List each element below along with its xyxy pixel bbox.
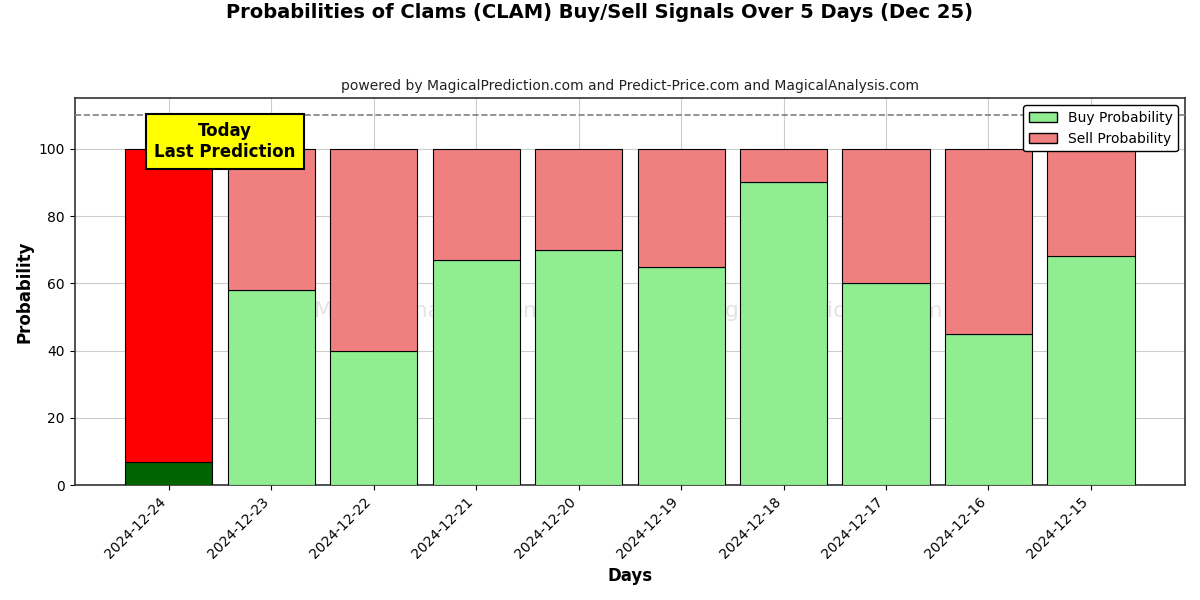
Bar bbox=[637, 149, 725, 266]
Legend: Buy Probability, Sell Probability: Buy Probability, Sell Probability bbox=[1024, 105, 1178, 151]
Bar bbox=[228, 290, 314, 485]
Bar bbox=[535, 149, 622, 250]
Bar bbox=[535, 250, 622, 485]
Bar bbox=[1048, 149, 1134, 256]
Text: MagicalAnalysis.com: MagicalAnalysis.com bbox=[314, 301, 546, 321]
Bar bbox=[1048, 256, 1134, 485]
Bar bbox=[740, 182, 827, 485]
Bar bbox=[330, 149, 418, 350]
Bar bbox=[944, 149, 1032, 334]
Title: powered by MagicalPrediction.com and Predict-Price.com and MagicalAnalysis.com: powered by MagicalPrediction.com and Pre… bbox=[341, 79, 919, 93]
Bar bbox=[330, 350, 418, 485]
Bar bbox=[740, 149, 827, 182]
Bar bbox=[228, 149, 314, 290]
Text: MagicalPrediction.com: MagicalPrediction.com bbox=[694, 301, 944, 321]
Bar bbox=[842, 283, 930, 485]
Bar bbox=[944, 334, 1032, 485]
Bar bbox=[432, 260, 520, 485]
Text: Today
Last Prediction: Today Last Prediction bbox=[155, 122, 295, 161]
Y-axis label: Probability: Probability bbox=[16, 241, 34, 343]
Bar bbox=[432, 149, 520, 260]
Bar bbox=[637, 266, 725, 485]
X-axis label: Days: Days bbox=[607, 567, 653, 585]
Bar bbox=[842, 149, 930, 283]
Bar bbox=[125, 461, 212, 485]
Text: Probabilities of Clams (CLAM) Buy/Sell Signals Over 5 Days (Dec 25): Probabilities of Clams (CLAM) Buy/Sell S… bbox=[227, 3, 973, 22]
Bar bbox=[125, 149, 212, 461]
